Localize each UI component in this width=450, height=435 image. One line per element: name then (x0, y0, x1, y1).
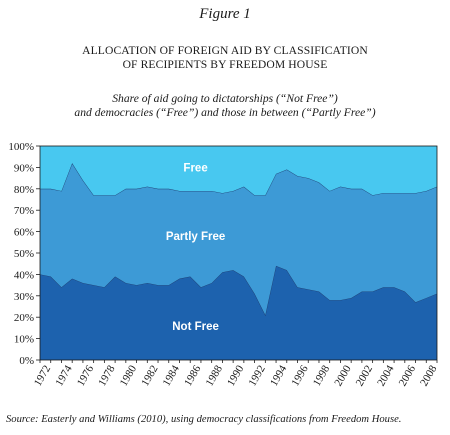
chart-subtitle-line-2: and democracies (“Free”) and those in be… (74, 106, 376, 119)
y-tick-label: 20% (14, 312, 34, 324)
y-tick-label: 90% (14, 162, 34, 174)
x-tick-label: 1982 (139, 363, 160, 388)
x-tick-label: 2004 (375, 363, 397, 388)
y-tick-label: 50% (14, 248, 34, 260)
source-note: Source: Easterly and Williams (2010), us… (6, 414, 402, 425)
x-tick-label: 2002 (354, 363, 375, 388)
x-tick-label: 1990 (225, 363, 247, 388)
y-tick-label: 70% (14, 205, 34, 217)
chart-subtitle: Share of aid going to dictatorships (“No… (0, 92, 450, 120)
x-tick-label: 1988 (204, 363, 226, 388)
y-tick-label: 100% (8, 141, 34, 153)
x-tick-label: 2006 (397, 363, 419, 388)
x-tick-label: 1972 (32, 363, 53, 388)
figure-label: Figure 1 (199, 6, 251, 22)
x-tick-label: 1996 (289, 363, 311, 388)
y-tick-label: 10% (14, 334, 34, 346)
x-tick-label: 1978 (96, 363, 118, 388)
x-tick-label: 1992 (246, 363, 267, 388)
area-label-partly-free: Partly Free (166, 231, 225, 243)
x-tick-label: 1984 (161, 363, 183, 388)
area-partly-free (40, 163, 437, 316)
chart-subtitle-line-1: Share of aid going to dictatorships (“No… (112, 92, 338, 105)
x-tick-label: 1998 (311, 363, 333, 388)
y-tick-label: 60% (14, 227, 34, 239)
area-label-not-free: Not Free (172, 321, 219, 333)
area-not-free (40, 265, 437, 360)
chart-title-line-1: ALLOCATION OF FOREIGN AID BY CLASSIFICAT… (82, 44, 368, 57)
x-tick-label: 1976 (75, 363, 97, 388)
x-tick-label: 1994 (268, 363, 290, 388)
y-tick-label: 30% (14, 291, 34, 303)
x-tick-label: 1980 (118, 363, 140, 388)
area-free (40, 146, 437, 196)
x-tick-label: 2008 (418, 363, 440, 388)
area-label-free: Free (183, 162, 207, 174)
y-tick-label: 80% (14, 184, 34, 196)
x-tick-label: 2000 (332, 363, 354, 388)
chart-title: ALLOCATION OF FOREIGN AID BY CLASSIFICAT… (0, 44, 450, 72)
x-tick-label: 1974 (53, 363, 75, 388)
chart-title-line-2: OF RECIPIENTS BY FREEDOM HOUSE (122, 58, 328, 71)
y-tick-label: 40% (14, 269, 34, 281)
x-tick-label: 1986 (182, 363, 204, 388)
y-tick-label: 0% (19, 355, 34, 367)
